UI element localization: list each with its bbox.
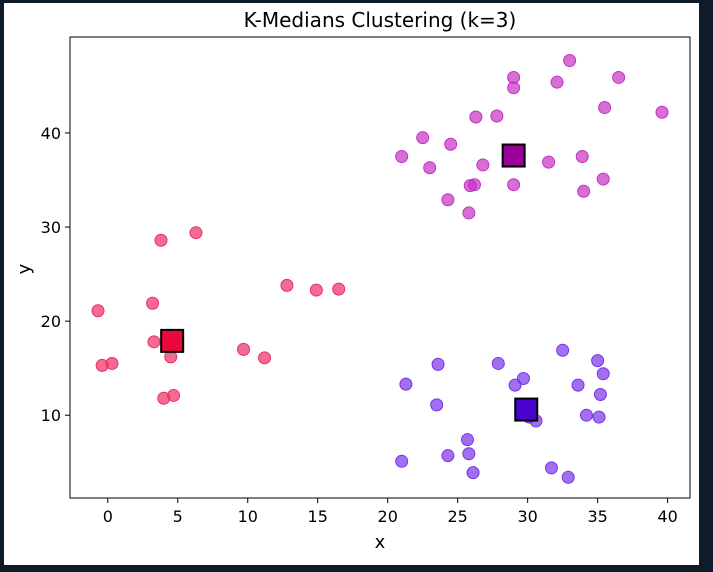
data-point-cluster-3 bbox=[431, 357, 445, 371]
data-point-cluster-3 bbox=[462, 447, 476, 461]
data-point-cluster-3 bbox=[460, 433, 474, 447]
data-point-cluster-1 bbox=[280, 278, 294, 292]
data-point-cluster-1 bbox=[237, 342, 251, 356]
plot-frame bbox=[69, 36, 691, 499]
data-point-cluster-3 bbox=[466, 466, 480, 480]
data-point-cluster-3 bbox=[592, 410, 606, 424]
data-point-cluster-3 bbox=[561, 470, 575, 484]
data-point-cluster-2 bbox=[469, 110, 483, 124]
x-tick-label: 15 bbox=[308, 507, 328, 526]
data-point-cluster-2 bbox=[476, 158, 490, 172]
data-point-cluster-2 bbox=[507, 81, 521, 95]
data-point-cluster-2 bbox=[596, 172, 610, 186]
x-axis-label: x bbox=[375, 532, 386, 553]
chart-figure: K-Medians Clustering (k=3) x y 0 5 10 15 20 2… bbox=[4, 3, 699, 565]
data-point-cluster-3 bbox=[544, 461, 558, 475]
y-tick-label: 20 bbox=[41, 312, 61, 331]
data-point-cluster-1 bbox=[167, 388, 181, 402]
plot-area: 0 5 10 15 20 25 30 35 40 10 20 30 40 bbox=[41, 54, 678, 526]
data-point-cluster-2 bbox=[612, 70, 626, 84]
data-point-cluster-2 bbox=[444, 137, 458, 151]
centroid-marker-2 bbox=[501, 143, 526, 168]
data-point-cluster-3 bbox=[593, 388, 607, 402]
data-point-cluster-2 bbox=[550, 75, 564, 89]
data-point-cluster-2 bbox=[423, 161, 437, 175]
data-point-cluster-2 bbox=[467, 178, 481, 192]
data-point-cluster-2 bbox=[416, 131, 430, 145]
data-point-cluster-2 bbox=[462, 206, 476, 220]
data-point-cluster-1 bbox=[146, 296, 160, 310]
data-point-cluster-3 bbox=[441, 449, 455, 463]
data-point-cluster-3 bbox=[591, 354, 605, 368]
data-point-cluster-2 bbox=[577, 184, 591, 198]
data-point-cluster-3 bbox=[556, 343, 570, 357]
data-point-cluster-1 bbox=[309, 283, 323, 297]
data-point-cluster-1 bbox=[91, 304, 105, 318]
data-point-cluster-3 bbox=[516, 372, 530, 386]
data-point-cluster-3 bbox=[579, 408, 593, 422]
data-point-cluster-3 bbox=[399, 377, 413, 391]
scatter-chart: K-Medians Clustering (k=3) x y 0 5 10 15 20 2… bbox=[14, 8, 691, 553]
y-axis-label: y bbox=[14, 263, 35, 274]
chart-title: K-Medians Clustering (k=3) bbox=[244, 8, 517, 32]
data-point-cluster-3 bbox=[430, 398, 444, 412]
data-point-cluster-2 bbox=[563, 54, 577, 68]
data-point-cluster-1 bbox=[332, 282, 346, 296]
data-point-cluster-2 bbox=[598, 101, 612, 115]
y-tick-label: 10 bbox=[41, 406, 61, 425]
data-point-cluster-1 bbox=[258, 351, 272, 365]
data-point-cluster-3 bbox=[491, 356, 505, 370]
data-point-cluster-1 bbox=[105, 356, 119, 370]
x-tick-label: 25 bbox=[447, 507, 467, 526]
centroid-marker-3 bbox=[514, 397, 539, 422]
data-point-cluster-2 bbox=[655, 105, 669, 119]
data-point-cluster-1 bbox=[154, 233, 168, 247]
data-point-cluster-2 bbox=[507, 178, 521, 192]
x-tick-label: 10 bbox=[238, 507, 258, 526]
data-point-cluster-3 bbox=[395, 454, 409, 468]
x-tick-label: 30 bbox=[517, 507, 537, 526]
x-tick-label: 20 bbox=[378, 507, 398, 526]
data-point-cluster-3 bbox=[596, 367, 610, 381]
x-tick-label: 5 bbox=[173, 507, 183, 526]
data-point-cluster-2 bbox=[542, 155, 556, 169]
data-point-cluster-2 bbox=[395, 149, 409, 163]
y-tick-label: 30 bbox=[41, 218, 61, 237]
data-point-cluster-2 bbox=[575, 149, 589, 163]
x-tick-label: 35 bbox=[587, 507, 607, 526]
data-point-cluster-2 bbox=[441, 193, 455, 207]
data-point-cluster-1 bbox=[189, 226, 203, 240]
x-tick-label: 40 bbox=[657, 507, 677, 526]
centroid-marker-1 bbox=[160, 328, 185, 353]
data-point-cluster-2 bbox=[490, 109, 504, 123]
data-point-cluster-3 bbox=[571, 378, 585, 392]
y-tick-label: 40 bbox=[41, 124, 61, 143]
x-tick-label: 0 bbox=[103, 507, 113, 526]
data-point-cluster-1 bbox=[147, 335, 161, 349]
